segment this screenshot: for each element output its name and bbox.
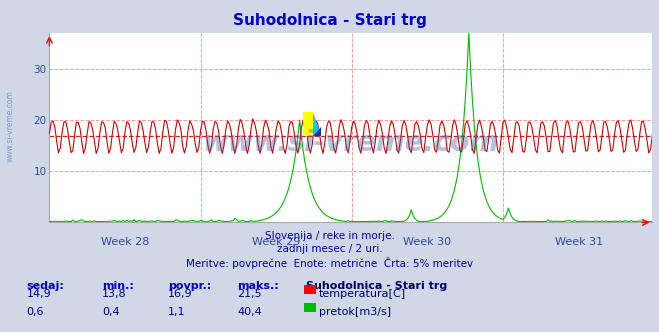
Text: 14,9: 14,9 (26, 289, 51, 299)
Text: Week 30: Week 30 (403, 237, 451, 247)
Polygon shape (313, 126, 321, 136)
Text: sedaj:: sedaj: (26, 281, 64, 290)
Text: Suhodolnica - Stari trg: Suhodolnica - Stari trg (233, 13, 426, 28)
Text: Week 28: Week 28 (101, 237, 149, 247)
Text: www.si-vreme.com: www.si-vreme.com (203, 129, 499, 157)
Text: 21,5: 21,5 (237, 289, 262, 299)
Text: 0,4: 0,4 (102, 307, 120, 317)
Text: Meritve: povprečne  Enote: metrične  Črta: 5% meritev: Meritve: povprečne Enote: metrične Črta:… (186, 257, 473, 269)
Text: zadnji mesec / 2 uri.: zadnji mesec / 2 uri. (277, 244, 382, 254)
Text: Suhodolnica - Stari trg: Suhodolnica - Stari trg (306, 281, 447, 290)
Text: Week 31: Week 31 (555, 237, 603, 247)
Text: 1,1: 1,1 (168, 307, 186, 317)
Text: www.si-vreme.com: www.si-vreme.com (5, 90, 14, 162)
Text: maks.:: maks.: (237, 281, 279, 290)
Text: povpr.:: povpr.: (168, 281, 212, 290)
Text: Slovenija / reke in morje.: Slovenija / reke in morje. (264, 231, 395, 241)
Bar (303, 113, 313, 136)
Text: min.:: min.: (102, 281, 134, 290)
Text: 16,9: 16,9 (168, 289, 192, 299)
Text: 0,6: 0,6 (26, 307, 44, 317)
Text: 13,8: 13,8 (102, 289, 127, 299)
Text: pretok[m3/s]: pretok[m3/s] (319, 307, 391, 317)
Text: 40,4: 40,4 (237, 307, 262, 317)
Text: Week 29: Week 29 (252, 237, 301, 247)
Polygon shape (313, 113, 321, 136)
Text: temperatura[C]: temperatura[C] (319, 289, 406, 299)
